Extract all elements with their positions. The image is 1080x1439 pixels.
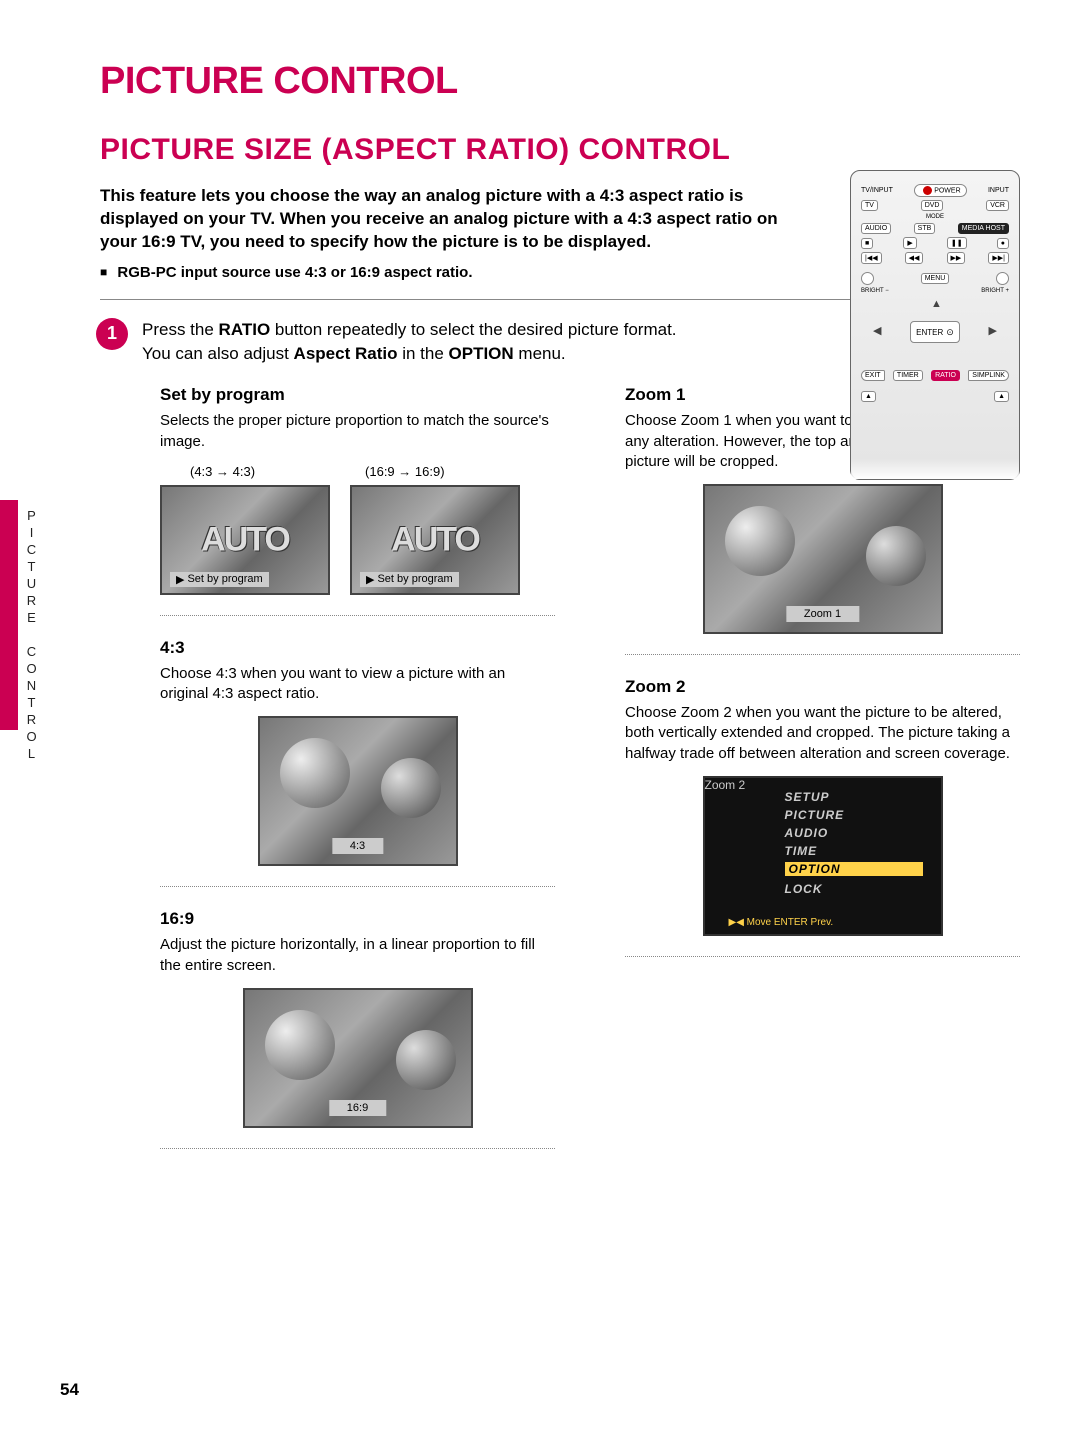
options-columns: Set by program Selects the proper pictur… [160,385,1020,1171]
image-zoom2-menu: SETUP PICTURE AUDIO TIME OPTION LOCK Zoo… [703,776,943,936]
opt-desc: Choose Zoom 2 when you want the picture … [625,703,1020,764]
ratio-button[interactable]: RATIO [931,370,960,381]
pause-button[interactable]: ❚❚ [947,237,967,249]
enter-button[interactable]: ENTER⊙ [910,321,960,343]
image-tag: Zoom 1 [786,606,859,622]
rewind-button[interactable]: ◀◀ [905,252,924,264]
power-button[interactable]: POWER [914,184,966,197]
remote-control-illustration: TV/INPUT POWER INPUT TV DVD VCR MODE AUD… [850,170,1020,480]
right-column: Zoom 1 Choose Zoom 1 when you want to vi… [625,385,1020,1171]
image-16-9: 16:9 [243,988,473,1128]
image-tag: ▶Set by program [360,572,459,587]
stop-button[interactable]: ■ [861,238,873,249]
divider-1 [100,299,980,300]
option-4-3: 4:3 Choose 4:3 when you want to view a p… [160,638,555,867]
remote-label: INPUT [988,187,1009,194]
bright-plus-button[interactable] [996,272,1009,285]
extra-button-2[interactable]: ▲ [994,391,1009,402]
page-number: 54 [60,1380,79,1400]
simplink-button[interactable]: SIMPLINK [968,370,1009,381]
exit-button[interactable]: EXIT [861,370,885,381]
image-zoom1: Zoom 1 [703,484,943,634]
step-text: Press the RATIO button repeatedly to sel… [142,318,702,366]
side-label: PICTURE CONTROL [24,508,39,763]
opt-desc: Adjust the picture horizontally, in a li… [160,935,555,976]
step-number-badge: 1 [96,318,128,350]
opt-desc: Choose 4:3 when you want to view a pictu… [160,664,555,705]
auto-image-1: AUTO ▶Set by program [160,485,330,595]
prev-track-button[interactable]: |◀◀ [861,252,882,264]
left-arrow-button[interactable]: ◀ [873,324,881,337]
bright-minus-button[interactable] [861,272,874,285]
left-column: Set by program Selects the proper pictur… [160,385,555,1171]
menu-button[interactable]: MENU [921,273,950,284]
image-4-3: 4:3 [258,716,458,866]
intro-text: This feature lets you choose the way an … [100,185,780,254]
section-title: PICTURE CONTROL [100,60,1020,103]
label-169: (16:9 → 16:9) [365,464,445,479]
dotted-divider [160,615,555,616]
dotted-divider [625,654,1020,655]
remote-fade [851,459,1019,479]
dotted-divider [625,956,1020,957]
extra-button-1[interactable]: ▲ [861,391,876,402]
sub-title: PICTURE SIZE (ASPECT RATIO) CONTROL [100,133,1020,167]
opt-title: 16:9 [160,909,555,929]
play-button[interactable]: ▶ [903,237,916,249]
rec-button[interactable]: ● [997,238,1009,249]
next-track-button[interactable]: ▶▶| [988,252,1009,264]
mode-label: MODE [861,214,1009,220]
option-set-by-program: Set by program Selects the proper pictur… [160,385,555,595]
opt-title: Set by program [160,385,555,405]
mediahost-button[interactable]: MEDIA HOST [958,223,1009,234]
label-43: (4:3 → 4:3) [190,464,255,479]
dotted-divider [160,886,555,887]
option-zoom2: Zoom 2 Choose Zoom 2 when you want the p… [625,677,1020,936]
audio-button[interactable]: AUDIO [861,223,891,234]
up-arrow-button[interactable]: ▲ [931,298,942,310]
auto-image-row: AUTO ▶Set by program AUTO ▶Set by progra… [160,485,555,595]
opt-desc: Selects the proper picture proportion to… [160,411,555,452]
vcr-button[interactable]: VCR [986,200,1009,211]
side-accent-bar [0,500,18,730]
image-tag: ▶Set by program [170,572,269,587]
timer-button[interactable]: TIMER [893,370,923,381]
ffwd-button[interactable]: ▶▶ [947,252,966,264]
option-16-9: 16:9 Adjust the picture horizontally, in… [160,909,555,1128]
dotted-divider [160,1148,555,1149]
nav-pad: ▲ ◀ ▶ ENTER⊙ [875,302,995,362]
note-text: RGB-PC input source use 4:3 or 16:9 aspe… [117,264,472,281]
image-tag: 4:3 [332,838,383,854]
power-icon [923,186,932,195]
opt-title: Zoom 2 [625,677,1020,697]
note-bullet-icon: ■ [100,265,107,279]
dvd-button[interactable]: DVD [921,200,944,211]
tv-button[interactable]: TV [861,200,878,211]
opt-title: 4:3 [160,638,555,658]
right-arrow-button[interactable]: ▶ [989,324,997,337]
stb-button[interactable]: STB [914,223,936,234]
image-tag: 16:9 [329,1100,386,1116]
remote-label: TV/INPUT [861,187,893,194]
auto-image-2: AUTO ▶Set by program [350,485,520,595]
